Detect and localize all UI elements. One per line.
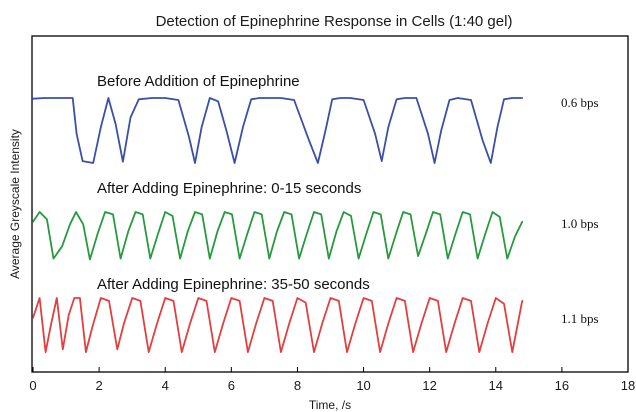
trace-before: [32, 97, 524, 164]
x-tick-label: 10: [356, 378, 370, 393]
rate-label-before: 0.6 bps: [561, 95, 599, 110]
rate-label-0-15s: 1.0 bps: [561, 216, 599, 231]
x-axis-ticks: 0 2 4 6 8 10 12 14 16 18: [29, 367, 635, 393]
x-axis-label: Time, /s: [309, 398, 351, 412]
traces: [32, 97, 524, 354]
trace-label-before: Before Addition of Epinephrine: [97, 73, 300, 90]
x-tick-label: 2: [95, 378, 102, 393]
x-tick-label: 6: [228, 378, 235, 393]
trace-0-15s: [32, 211, 524, 261]
x-tick-label: 12: [422, 378, 436, 393]
trace-label-0-15s: After Adding Epinephrine: 0-15 seconds: [97, 180, 361, 197]
x-tick-label: 0: [29, 378, 36, 393]
rate-label-35-50s: 1.1 bps: [561, 311, 599, 326]
trace-35-50s: [32, 297, 524, 354]
x-tick-label: 16: [555, 378, 569, 393]
x-tick-label: 8: [294, 378, 301, 393]
chart-title: Detection of Epinephrine Response in Cel…: [156, 13, 513, 30]
x-tick-label: 4: [162, 378, 169, 393]
plot-frame: [31, 35, 629, 373]
x-tick-label: 18: [621, 378, 635, 393]
trace-label-35-50s: After Adding Epinephrine: 35-50 seconds: [97, 276, 370, 293]
x-tick-label: 14: [489, 378, 503, 393]
y-axis-label: Average Greyscale Intensity: [8, 129, 22, 279]
